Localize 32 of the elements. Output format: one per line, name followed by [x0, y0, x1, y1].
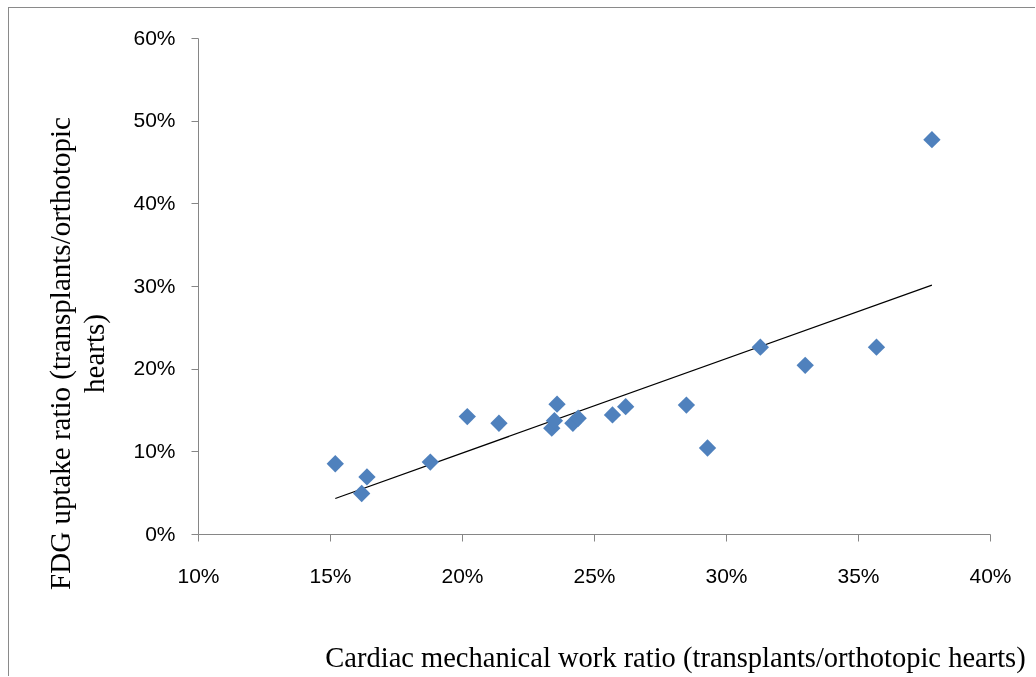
y-tick-label: 50% [133, 108, 176, 132]
point [751, 338, 769, 356]
point [677, 396, 696, 414]
y-tick-label: 10% [133, 438, 176, 462]
y-tick-label: 40% [133, 190, 176, 214]
point [796, 356, 814, 375]
y-tick-label: 30% [133, 273, 176, 297]
point [569, 409, 587, 427]
y-axis-title: FDG uptake ratio (transplants/orthotopic hearts) [43, 117, 111, 590]
x-tick-label: 15% [309, 563, 352, 587]
x-axis-title: Cardiac mechanical work ratio (transplants/orthotopic hearts) [325, 641, 1026, 674]
point [923, 131, 941, 149]
y-tick-label: 0% [145, 521, 176, 545]
point [358, 468, 376, 486]
point [490, 414, 508, 432]
y-tick-label: 60% [133, 25, 176, 49]
x-tick-label: 10% [177, 563, 220, 587]
x-tick-label: 35% [837, 563, 880, 587]
point [603, 406, 622, 424]
x-tick-label: 20% [441, 563, 484, 587]
point [867, 338, 886, 356]
x-tick-label: 30% [705, 563, 748, 587]
x-tick-label: 40% [969, 563, 1012, 587]
point [326, 455, 344, 473]
point [548, 395, 566, 413]
point [458, 407, 476, 426]
point [617, 398, 635, 416]
point [698, 439, 717, 457]
x-tick-label: 25% [573, 563, 616, 587]
y-tick-label: 20% [133, 356, 176, 380]
point [421, 453, 439, 471]
point [353, 484, 371, 503]
